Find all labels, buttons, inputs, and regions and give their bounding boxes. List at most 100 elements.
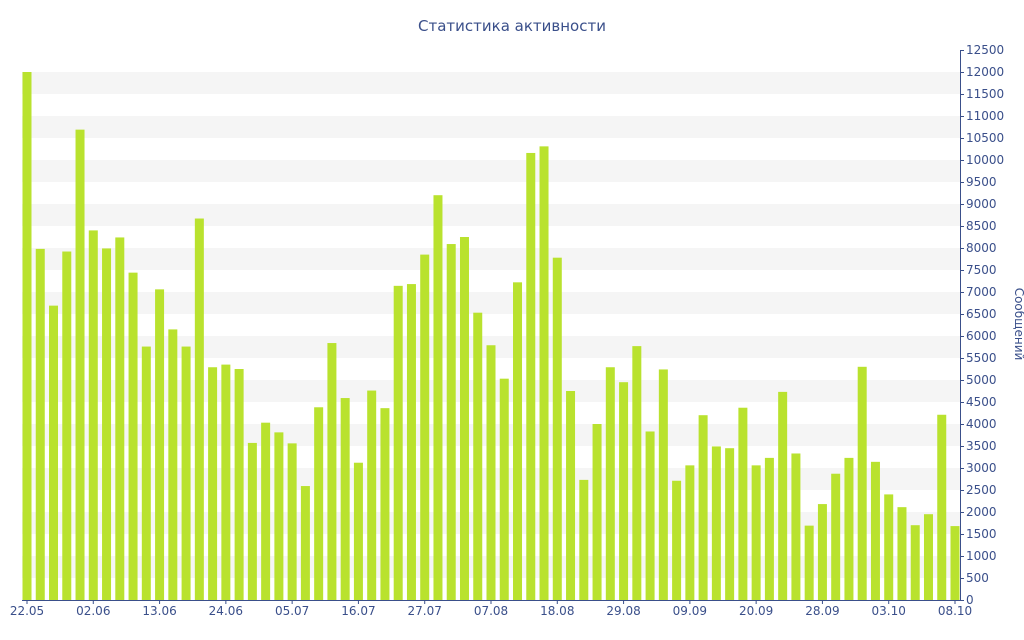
y-tick-label: 11500 [966,87,1004,101]
bar [115,237,125,600]
bar [579,479,589,600]
y-tick-label: 2500 [966,483,997,497]
y-tick-label: 8000 [966,241,997,255]
bar [725,448,735,600]
bar [513,282,523,600]
bar [857,366,867,600]
bar [566,391,576,600]
bar [552,257,562,600]
bar [817,504,827,600]
bar [751,465,761,600]
y-tick-label: 0 [966,593,974,607]
x-tick-label: 08.10 [938,604,972,618]
y-tick-label: 7000 [966,285,997,299]
bar [950,526,960,600]
bar [764,457,774,600]
y-axis-ticks: 0 500 1000 1500 2000 2500 3000 3500 4000 4500 5000… [960,43,1004,607]
bar [208,367,218,600]
x-tick-label: 27.07 [408,604,442,618]
y-tick-label: 10500 [966,131,1004,145]
x-tick-label: 05.07 [275,604,309,618]
x-tick-label: 20.09 [739,604,773,618]
bar [791,453,801,600]
y-tick-label: 9000 [966,197,997,211]
bar [884,494,894,600]
bar [247,442,257,600]
bar [367,390,377,600]
x-tick-label: 13.06 [142,604,176,618]
x-axis-ticks: 22.05 02.06 13.06 24.06 05.07 16.07 27.07 07.08… [10,600,972,618]
bar [645,431,655,600]
x-tick-label: 29.08 [606,604,640,618]
chart-title: Статистика активности [418,17,606,35]
y-tick-label: 3000 [966,461,997,475]
y-tick-label: 8500 [966,219,997,233]
grid-band [22,160,960,182]
y-tick-label: 12500 [966,43,1004,57]
bar [300,486,310,600]
bar [937,414,947,600]
bar [446,244,456,601]
x-tick-label: 24.06 [209,604,243,618]
y-tick-label: 10000 [966,153,1004,167]
y-tick-label: 2000 [966,505,997,519]
bar [406,284,416,600]
bar [433,195,443,600]
y-tick-label: 5500 [966,351,997,365]
bar [778,391,788,600]
bar [380,408,390,600]
y-tick-label: 11000 [966,109,1004,123]
bar [141,346,151,600]
bar [327,343,337,600]
y-tick-label: 3500 [966,439,997,453]
bar [155,289,165,600]
bar [49,305,59,600]
bar [619,382,629,600]
bar [685,465,695,600]
y-tick-label: 7500 [966,263,997,277]
bar [62,251,72,600]
bar [923,514,933,600]
bar [897,507,907,600]
bar [870,461,880,600]
grid-band [22,248,960,270]
y-tick-label: 1000 [966,549,997,563]
bar [287,443,297,600]
x-tick-label: 02.06 [76,604,110,618]
bar [194,218,204,600]
bar [738,407,748,600]
bar [711,446,721,600]
bar [658,369,668,600]
bar [632,346,642,600]
bar [234,369,244,600]
y-tick-label: 6500 [966,307,997,321]
bar [353,462,363,600]
x-tick-label: 28.09 [805,604,839,618]
grid-band [22,204,960,226]
grid-band [22,72,960,94]
y-tick-label: 4500 [966,395,997,409]
y-tick-label: 9500 [966,175,997,189]
grid-band [22,116,960,138]
bar [393,285,403,600]
y-tick-label: 1500 [966,527,997,541]
bar [473,312,483,600]
bar [420,254,430,600]
x-tick-label: 22.05 [10,604,44,618]
bar [459,237,469,600]
bars-group [22,72,960,601]
bar [314,407,324,600]
bar [35,248,45,600]
y-tick-label: 5000 [966,373,997,387]
bar [486,345,496,600]
bar [221,364,231,600]
grid-band [22,292,960,314]
bar [539,146,549,601]
bar [499,378,509,600]
bar [75,129,85,600]
y-axis-label: Сообщений [1012,288,1024,361]
bar [274,432,284,600]
bar [168,329,178,600]
bar [340,398,350,600]
